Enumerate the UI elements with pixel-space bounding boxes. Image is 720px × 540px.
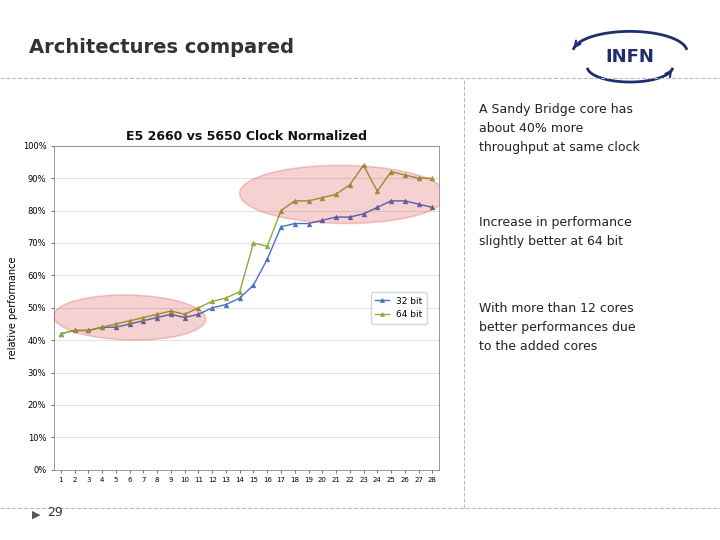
32 bit — [332, 214, 341, 220]
64 bit — [125, 318, 134, 324]
64 bit — [98, 324, 107, 330]
64 bit — [181, 311, 189, 318]
64 bit — [235, 288, 244, 295]
64 bit — [263, 243, 271, 249]
Line: 32 bit: 32 bit — [58, 198, 435, 336]
Text: A Sandy Bridge core has
about 40% more
throughput at same clock: A Sandy Bridge core has about 40% more t… — [479, 103, 639, 153]
64 bit — [290, 198, 299, 204]
Text: ▶: ▶ — [32, 509, 41, 519]
32 bit — [263, 256, 271, 262]
64 bit — [57, 330, 66, 337]
32 bit — [290, 220, 299, 227]
64 bit — [166, 308, 175, 314]
32 bit — [57, 330, 66, 337]
64 bit — [373, 188, 382, 194]
64 bit — [194, 305, 203, 311]
32 bit — [181, 314, 189, 321]
64 bit — [208, 298, 217, 305]
64 bit — [222, 295, 230, 301]
32 bit — [208, 305, 217, 311]
32 bit — [112, 324, 120, 330]
32 bit — [373, 204, 382, 211]
Ellipse shape — [240, 165, 446, 224]
32 bit — [222, 301, 230, 308]
32 bit — [359, 211, 368, 217]
32 bit — [428, 204, 436, 211]
64 bit — [276, 207, 285, 214]
64 bit — [346, 181, 354, 188]
32 bit — [71, 327, 79, 334]
Title: E5 2660 vs 5650 Clock Normalized: E5 2660 vs 5650 Clock Normalized — [126, 130, 367, 143]
32 bit — [346, 214, 354, 220]
Text: Increase in performance
slightly better at 64 bit: Increase in performance slightly better … — [479, 216, 631, 248]
Line: 64 bit: 64 bit — [58, 163, 435, 336]
64 bit — [153, 311, 161, 318]
64 bit — [112, 321, 120, 327]
64 bit — [359, 162, 368, 168]
64 bit — [400, 172, 409, 178]
32 bit — [139, 318, 148, 324]
64 bit — [428, 175, 436, 181]
32 bit — [318, 217, 327, 224]
64 bit — [139, 314, 148, 321]
32 bit — [98, 324, 107, 330]
64 bit — [249, 240, 258, 246]
64 bit — [332, 191, 341, 198]
Text: Architectures compared: Architectures compared — [29, 38, 294, 57]
32 bit — [153, 314, 161, 321]
Text: 29: 29 — [47, 507, 63, 519]
32 bit — [414, 201, 423, 207]
32 bit — [400, 198, 409, 204]
Text: INFN: INFN — [606, 48, 654, 66]
Y-axis label: relative performance: relative performance — [9, 256, 19, 359]
Legend: 32 bit, 64 bit: 32 bit, 64 bit — [371, 292, 427, 323]
64 bit — [387, 168, 395, 175]
32 bit — [166, 311, 175, 318]
32 bit — [304, 220, 312, 227]
32 bit — [125, 321, 134, 327]
Text: With more than 12 cores
better performances due
to the added cores: With more than 12 cores better performan… — [479, 302, 636, 353]
64 bit — [318, 194, 327, 201]
64 bit — [84, 327, 93, 334]
32 bit — [84, 327, 93, 334]
64 bit — [414, 175, 423, 181]
64 bit — [71, 327, 79, 334]
32 bit — [194, 311, 203, 318]
Ellipse shape — [53, 295, 206, 340]
32 bit — [387, 198, 395, 204]
32 bit — [235, 295, 244, 301]
64 bit — [304, 198, 312, 204]
32 bit — [276, 224, 285, 230]
32 bit — [249, 282, 258, 288]
